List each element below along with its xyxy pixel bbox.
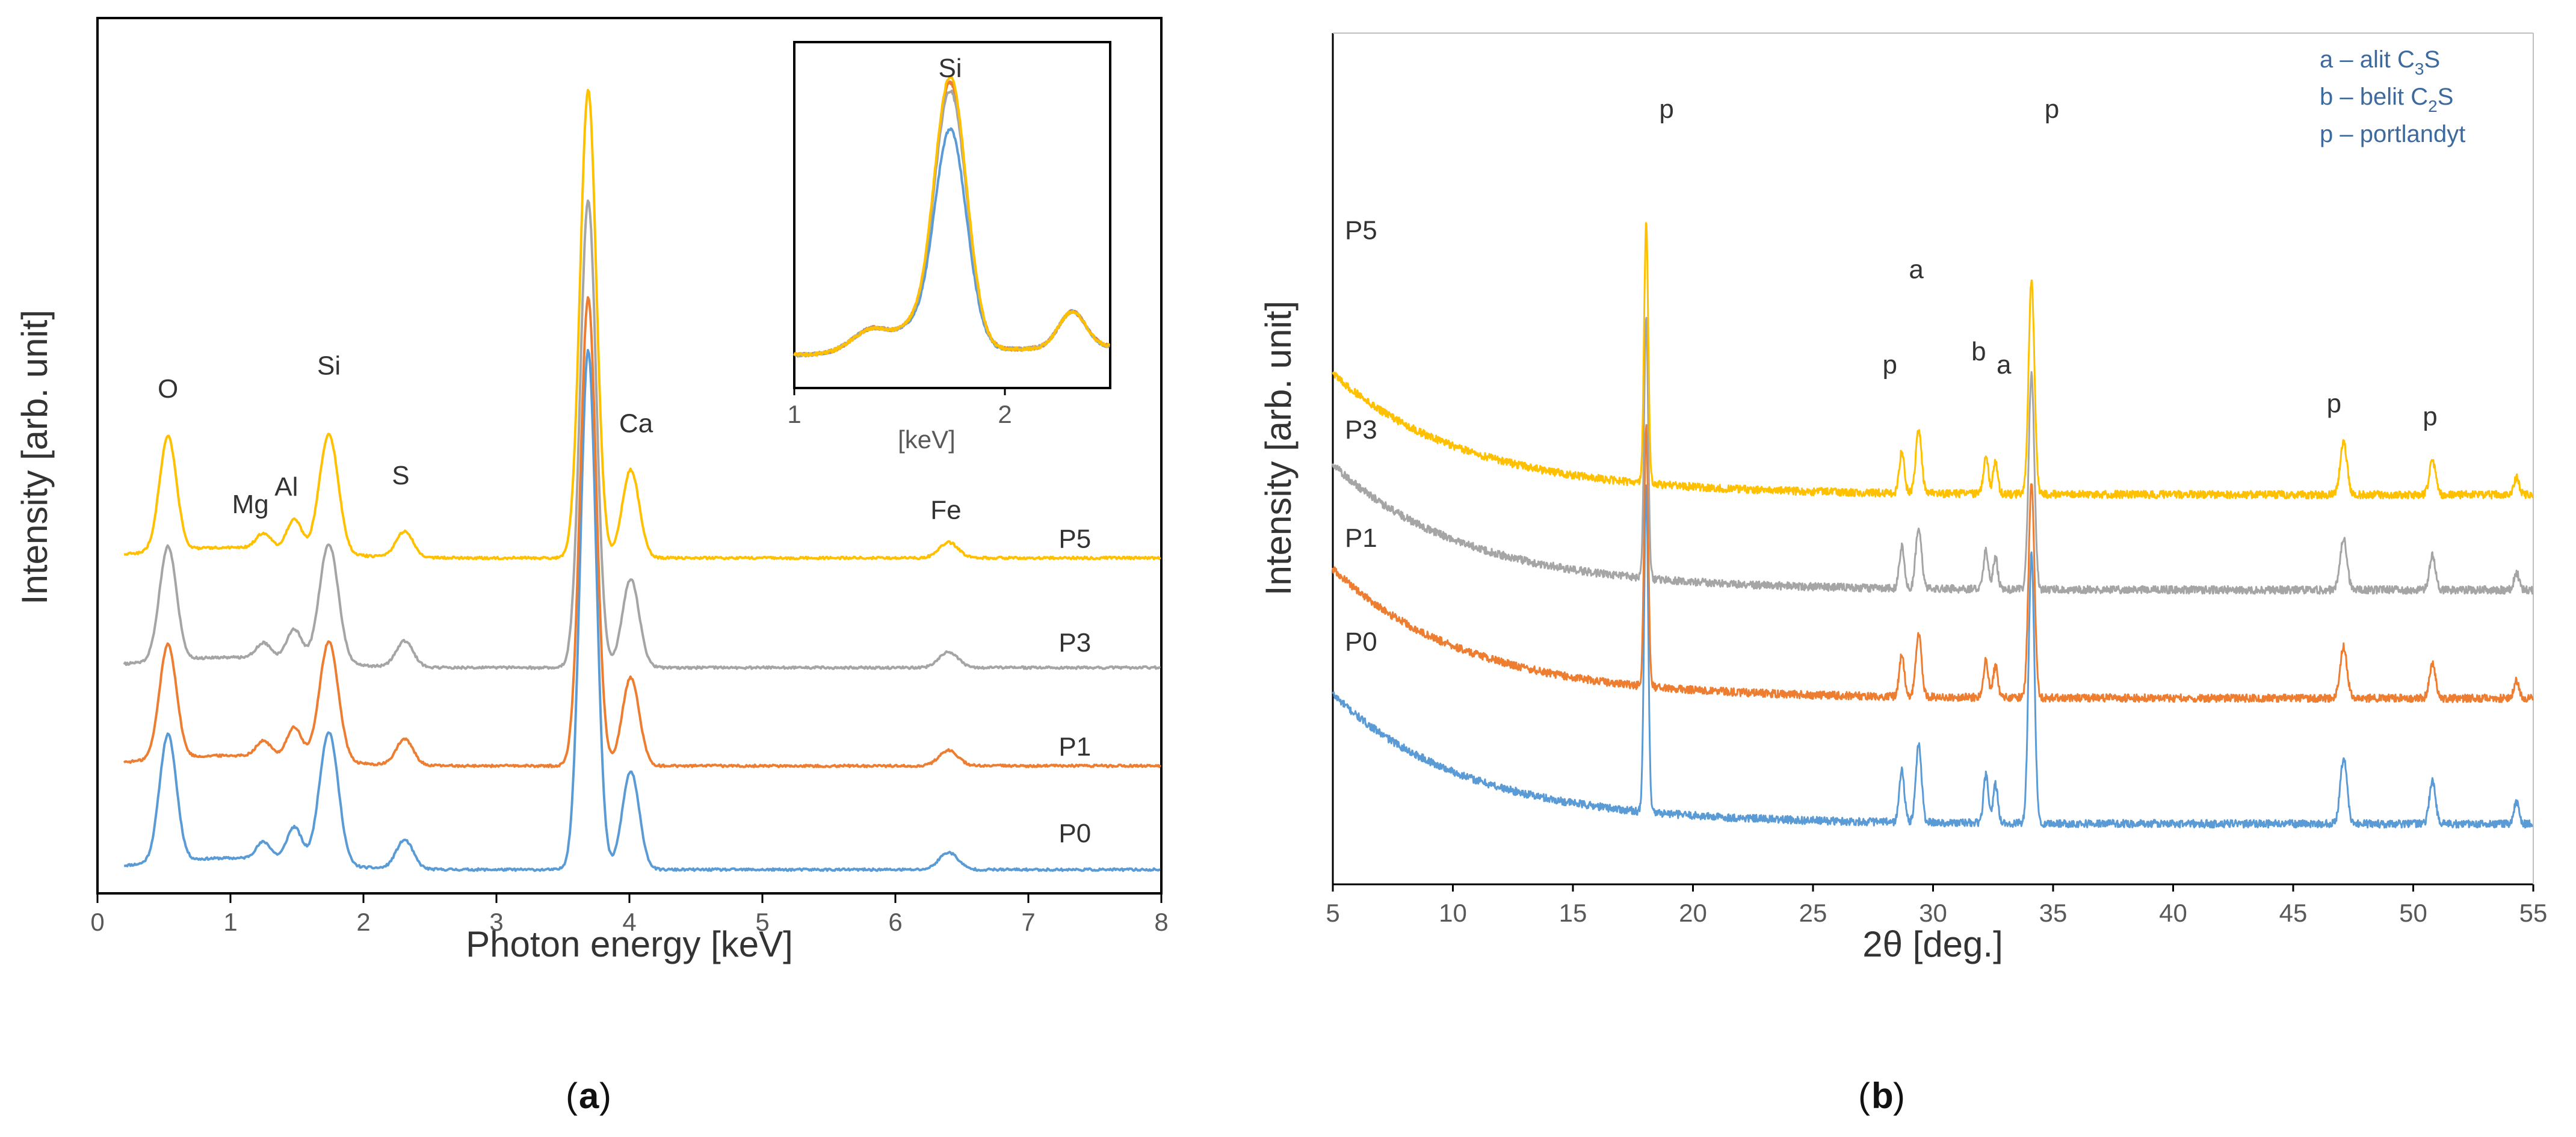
panel-a-annotation-si: Si (317, 351, 341, 380)
panel-a-x-tick-label: 5 (755, 908, 769, 936)
panel-a-series (123, 88, 1161, 872)
panel-b-series (1332, 222, 2534, 829)
panel-b-x-tick-label: 5 (1326, 899, 1339, 927)
inset-series (793, 75, 1111, 358)
panel-a-annotation-o: O (158, 374, 178, 404)
panel-b-label-p0: P0 (1345, 627, 1377, 657)
panel-b-x-tick-label: 10 (1439, 899, 1467, 927)
panel-b-peak-label-p: p (2327, 389, 2341, 419)
panel-a-x-tick-label: 3 (489, 908, 503, 936)
panel-a-annotation-fe: Fe (930, 495, 961, 525)
panel-a-series-p0 (123, 349, 1161, 872)
panel-b-peak-label-a: a (1997, 350, 2012, 380)
panel-a-label-p3: P3 (1058, 628, 1091, 658)
inset-x-tick-label: 2 (998, 400, 1012, 428)
panel-b-x-ticks: 5 10 15 20 25 30 35 40 45 50 55 (1326, 884, 2547, 927)
inset-x-tick-label: 1 (787, 400, 801, 428)
panel-a-subfigure-letter: a (579, 1076, 599, 1116)
panel-b-chart: 5 10 15 20 25 30 35 40 45 50 55 p pap b ap p P5P3P1P0 … (1258, 32, 2547, 1116)
inset-x-axis-label: [keV] (898, 425, 956, 454)
svg-text:): ) (599, 1076, 611, 1116)
legend-entry: a – alit C3S (2320, 46, 2440, 78)
panel-b-peak-label-p: p (1659, 94, 1673, 124)
panel-b-x-tick-label: 15 (1559, 899, 1587, 927)
panel-a-x-axis-label: Photon energy [keV] (466, 924, 793, 964)
panel-a-element-annotations: OMgAlSiSCaCaFe (158, 351, 962, 525)
panel-b-peak-label-p: p (1882, 350, 1897, 380)
panel-a-series-p5 (123, 88, 1161, 561)
panel-b-x-tick-label: 40 (2159, 899, 2187, 927)
panel-b-peak-label-b: b (1971, 337, 1986, 366)
panel-b-peak-label-p: p (2423, 402, 2437, 431)
panel-b-peak-label-a: a (1909, 254, 1924, 284)
panel-b-x-tick-label: 55 (2519, 899, 2548, 927)
legend-entry: p – portlandyt (2320, 121, 2465, 147)
panel-a-y-axis-label: Intensity [arb. unit] (14, 310, 55, 605)
panel-a-series-p1 (123, 296, 1161, 768)
panel-a-annotation-s: S (392, 461, 409, 490)
panel-a-x-ticks: 0 1 2 3 4 5 6 7 8 (90, 893, 1169, 936)
panel-b-x-axis-label: 2θ [deg.] (1862, 924, 2003, 964)
panel-b-x-tick-label: 35 (2039, 899, 2068, 927)
panel-a-x-tick-label: 2 (356, 908, 370, 936)
panel-a-annotation-ca: Ca (619, 408, 653, 438)
inset-series-p5 (793, 75, 1111, 357)
panel-a-series-p3 (123, 199, 1161, 670)
panel-a-x-tick-label: 6 (888, 908, 902, 936)
panel-a-x-tick-label: 7 (1021, 908, 1035, 936)
panel-a-x-tick-label: 1 (223, 908, 237, 936)
panel-b-x-tick-label: 20 (1679, 899, 1707, 927)
panel-a-annotation-mg: Mg (232, 490, 269, 519)
panel-b-x-tick-label: 25 (1799, 899, 1827, 927)
panel-b-subfigure-label: ( b ) (1858, 1076, 1905, 1116)
panel-a-label-p5: P5 (1058, 524, 1091, 553)
panel-b-x-tick-label: 50 (2399, 899, 2427, 927)
panel-b-subfigure-letter: b (1871, 1076, 1894, 1116)
panel-b-series-p3 (1332, 316, 2534, 595)
panel-b-series-p1 (1332, 424, 2534, 703)
panel-b-x-tick-label: 45 (2279, 899, 2308, 927)
panel-a-subfigure-label: ( a ) (566, 1076, 611, 1116)
svg-text:(: ( (1858, 1076, 1870, 1116)
panel-b-series-p0 (1332, 484, 2533, 829)
panel-a-x-tick-label: 4 (622, 908, 636, 936)
panel-b-label-p1: P1 (1345, 523, 1377, 553)
panel-a-label-p0: P0 (1058, 819, 1091, 848)
panel-b-series-p5 (1332, 222, 2534, 500)
panel-a-x-tick-label: 8 (1154, 908, 1168, 936)
inset-si-annotation: Si (938, 54, 962, 83)
svg-text:): ) (1893, 1076, 1905, 1116)
panel-a-label-p1: P1 (1058, 732, 1091, 762)
panel-b-label-p3: P3 (1345, 415, 1377, 445)
panel-b-x-tick-label: 30 (1919, 899, 1947, 927)
panel-b-legend: a – alit C3S b – belit C2S p – portlandyt (2320, 46, 2465, 147)
panel-b-peak-label-p: p (2045, 94, 2059, 124)
panel-a-series-labels: P5 P3 P1 P0 (1058, 524, 1091, 848)
panel-b-peak-labels: p pap b ap p (1659, 94, 2437, 431)
panel-a-x-tick-label: 0 (90, 908, 104, 936)
panel-b-y-axis-label: Intensity [arb. unit] (1258, 301, 1299, 596)
panel-b-series-labels: P5 P3 P1 P0 (1345, 216, 1377, 657)
legend-entry: b – belit C2S (2320, 84, 2453, 116)
svg-text:(: ( (566, 1076, 578, 1116)
panel-a-annotation-al: Al (274, 472, 298, 502)
panel-b-label-p5: P5 (1345, 216, 1377, 245)
